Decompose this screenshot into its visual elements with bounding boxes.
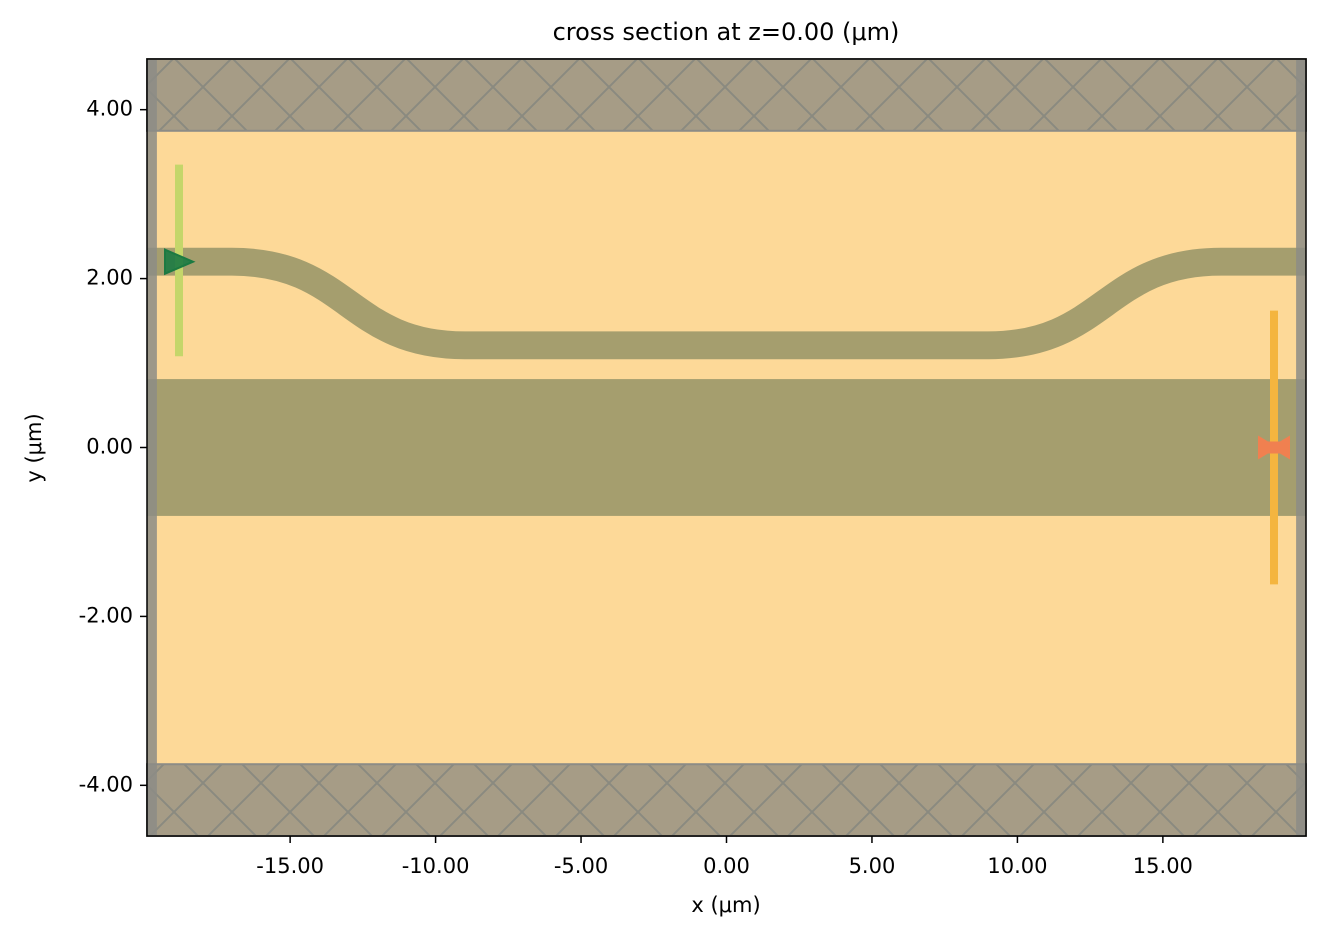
plot-area	[146, 58, 1307, 838]
x-tick-label: -15.00	[256, 854, 324, 878]
y-tick-label: -4.00	[79, 772, 133, 796]
y-tick-label: 2.00	[86, 266, 133, 290]
pml-hatch	[146, 58, 1307, 132]
x-tick-label: -5.00	[554, 854, 608, 878]
x-tick-label: 0.00	[703, 854, 750, 878]
pml-hatch	[146, 763, 1307, 838]
monitor-marker	[1257, 435, 1290, 460]
x-tick-label: -10.00	[402, 854, 470, 878]
x-tick-label: 5.00	[849, 854, 896, 878]
bend-waveguide	[147, 247, 1306, 360]
pml-side	[1296, 59, 1306, 836]
y-axis-label: y (μm)	[22, 413, 46, 482]
x-tick-label: 10.00	[987, 854, 1047, 878]
y-tick-label: -2.00	[79, 603, 133, 627]
x-axis-label: x (μm)	[691, 893, 760, 917]
pml-side	[147, 59, 157, 836]
source-direction	[164, 248, 196, 276]
chart-title: cross section at z=0.00 (μm)	[553, 18, 900, 46]
y-tick-label: 4.00	[86, 97, 133, 121]
straight-waveguide	[147, 379, 1306, 516]
x-tick-label: 15.00	[1133, 854, 1193, 878]
y-tick-label: 0.00	[86, 435, 133, 459]
